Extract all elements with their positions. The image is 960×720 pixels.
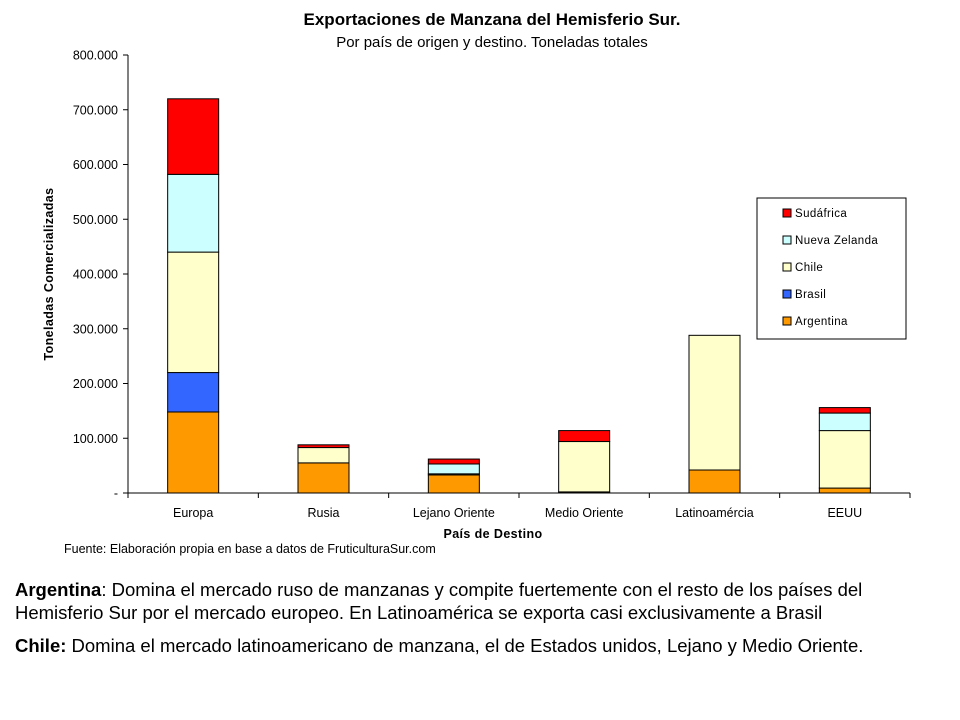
legend-label-nueva-zelanda: Nueva Zelanda [795, 235, 878, 247]
y-tick-label: 400.000 [73, 268, 118, 282]
legend-swatch-sudáfrica [782, 208, 792, 218]
legend-label-brasil: Brasil [795, 289, 826, 301]
bar-europa-argentina [167, 411, 220, 494]
legend-swatch-brasil [782, 289, 792, 299]
legend: Sudáfrica Nueva Zelanda Chile Brasil Argenti… [756, 197, 907, 340]
note-chile-text: Domina el mercado latinoamericano de man… [66, 635, 864, 656]
note-argentina-text: : Domina el mercado ruso de manzanas y c… [15, 579, 863, 623]
x-tick-label: Latinoamércia [675, 506, 754, 520]
bar-europa-sudáfrica [167, 98, 220, 175]
bar-latinoamércia-chile [688, 334, 741, 471]
bar-lejano-oriente-sudáfrica [427, 458, 480, 465]
bar-eeuu-argentina [818, 487, 871, 494]
y-tick-label: 700.000 [73, 103, 118, 117]
note-chile-label: Chile: [15, 635, 67, 656]
y-tick-label: 300.000 [73, 322, 118, 336]
legend-swatch-chile [782, 262, 792, 272]
legend-label-argentina: Argentina [795, 316, 848, 328]
y-axis-title: Toneladas Comercializadas [42, 187, 56, 360]
note-argentina: Argentina: Domina el mercado ruso de man… [15, 578, 945, 624]
note-chile: Chile: Domina el mercado latinoamericano… [15, 634, 945, 657]
bar-europa-brasil [167, 372, 220, 413]
chart-title: Exportaciones de Manzana del Hemisferio … [304, 10, 681, 29]
bars-layer [167, 98, 871, 494]
bar-eeuu-chile [818, 430, 871, 489]
x-axis-title: País de Destino [443, 527, 542, 541]
legend-label-sudáfrica: Sudáfrica [795, 208, 847, 220]
bar-lejano-oriente-argentina [427, 474, 480, 494]
y-tick-label: 800.000 [73, 49, 118, 63]
y-tick-label: - [114, 487, 118, 501]
legend-box [756, 197, 907, 340]
chart-subtitle: Por país de origen y destino. Toneladas … [336, 34, 648, 51]
note-argentina-label: Argentina [15, 579, 102, 600]
x-tick-label: Rusia [308, 506, 340, 520]
bar-rusia-sudáfrica [297, 444, 350, 449]
bar-eeuu-sudáfrica [818, 407, 871, 414]
y-tick-label: 200.000 [73, 377, 118, 391]
axes-layer: Europa Rusia Lejano Oriente Medio Oriente La… [73, 49, 911, 520]
stacked-bar-chart: Exportaciones de Manzana del Hemisferio … [42, 10, 911, 556]
commentary: Argentina: Domina el mercado ruso de man… [15, 578, 945, 667]
legend-swatch-nueva-zelanda [782, 235, 792, 245]
legend-label-chile: Chile [795, 262, 823, 274]
y-tick-label: 100.000 [73, 432, 118, 446]
bar-medio-oriente-chile [558, 441, 611, 493]
x-tick-label: EEUU [827, 506, 862, 520]
bar-lejano-oriente-nueva-zelanda [427, 463, 480, 475]
y-tick-label: 600.000 [73, 158, 118, 172]
source-note: Fuente: Elaboración propia en base a dat… [64, 542, 436, 556]
bar-europa-chile [167, 251, 220, 374]
bar-latinoamércia-argentina [688, 469, 741, 494]
x-tick-label: Lejano Oriente [413, 506, 495, 520]
bar-eeuu-nueva-zelanda [818, 412, 871, 432]
x-tick-label: Europa [173, 506, 213, 520]
bar-europa-nueva-zelanda [167, 173, 220, 253]
bar-rusia-argentina [297, 462, 350, 494]
x-tick-label: Medio Oriente [545, 506, 624, 520]
legend-swatch-argentina [782, 316, 792, 326]
bar-medio-oriente-sudáfrica [558, 430, 611, 443]
bar-rusia-chile [297, 447, 350, 464]
y-tick-label: 500.000 [73, 213, 118, 227]
